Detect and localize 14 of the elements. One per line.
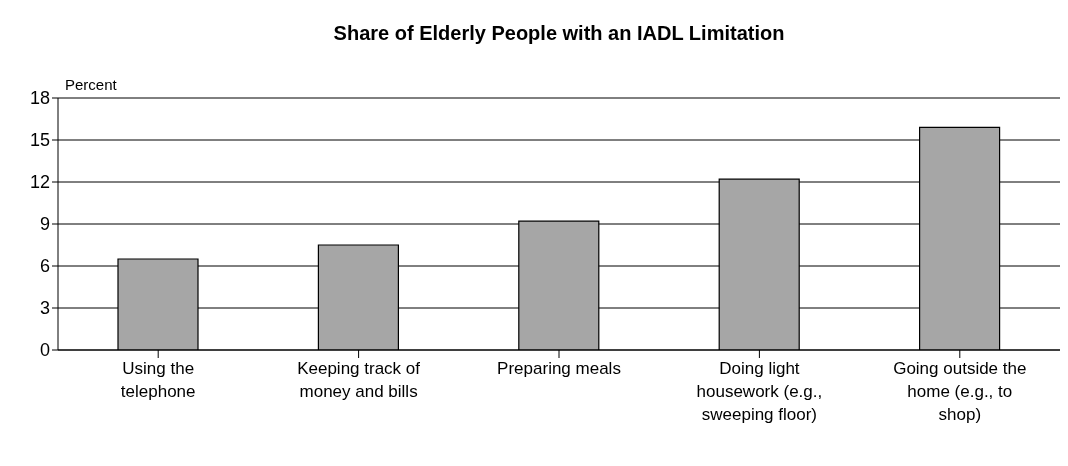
x-tick-label: Preparing meals [497, 359, 621, 378]
x-tick-label: Doing light housework (e.g., sweeping floor) [696, 359, 823, 424]
x-tick-label: Using the telephone [120, 359, 196, 401]
y-tick-label: 15 [29, 130, 50, 151]
y-tick-label: 6 [39, 256, 50, 277]
y-tick-label: 0 [39, 340, 50, 361]
y-tick-label: 18 [29, 88, 50, 109]
x-tick-label: Going outside the home (e.g., to shop) [893, 359, 1027, 424]
y-axis-title: Percent [65, 76, 117, 93]
y-tick-label: 12 [29, 172, 50, 193]
y-tick-label: 3 [39, 298, 50, 319]
chart-title: Share of Elderly People with an IADL Limitation [332, 22, 786, 45]
y-tick-label: 9 [39, 214, 50, 235]
x-tick-label: Keeping track of money and bills [297, 359, 421, 401]
